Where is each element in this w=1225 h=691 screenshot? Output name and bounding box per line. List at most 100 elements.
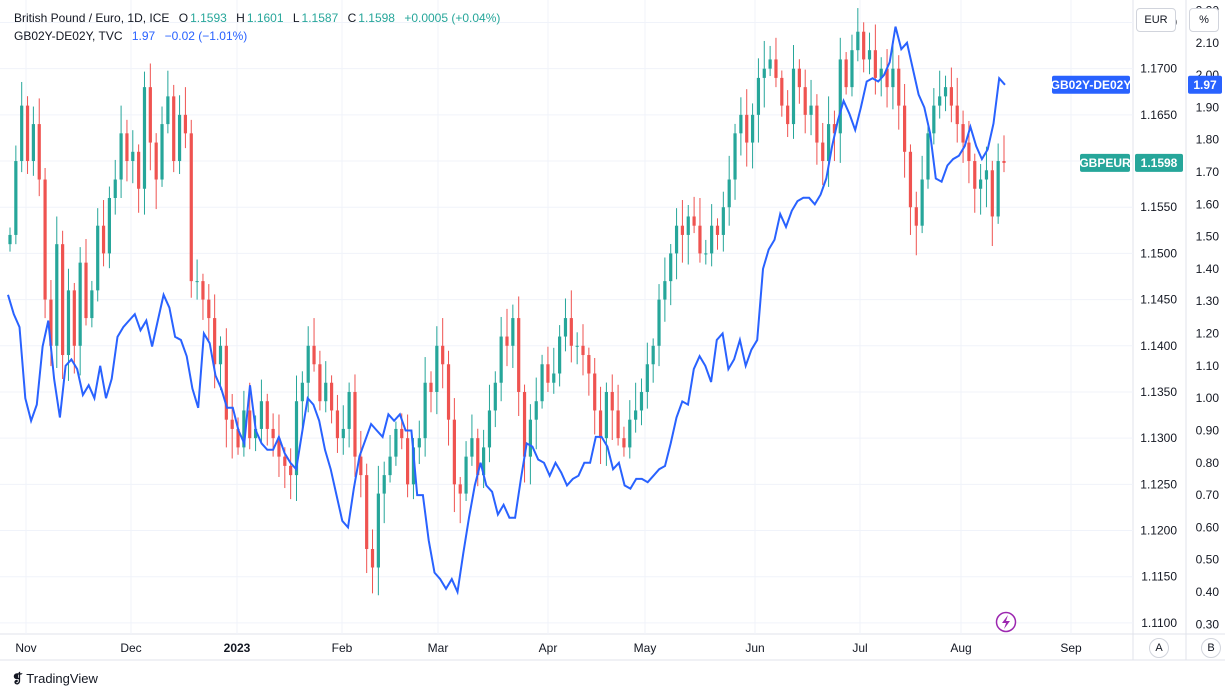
percent-tick-label: 0.50 [1196,553,1220,567]
candle-body [96,225,100,291]
candle-body [423,382,427,439]
candle-body [66,290,71,356]
candle-body [973,161,977,189]
percent-tick-label: 1.00 [1196,391,1220,405]
candle-body [932,105,936,134]
percent-tick-label: 1.60 [1196,197,1220,211]
price-tick-label: 1.1650 [1140,108,1177,122]
candle-body [750,114,755,143]
candle-body [622,438,626,448]
open-label: O [178,11,189,25]
x-axis: Nov Dec 2023 Feb Mar Apr May Jun Jul Aug Sep [15,641,1082,655]
candle-body [341,428,345,439]
candle-body [131,151,135,162]
price-tick-label: 1.1450 [1140,293,1177,307]
open-value: 1.1593 [190,11,227,25]
candle-body [838,59,842,134]
candle-body [908,151,913,208]
candle-body [464,456,468,494]
percent-scale-button[interactable]: % [1189,8,1219,32]
candle-body [628,419,632,448]
candle-body [1002,161,1006,163]
candle-body [207,299,211,319]
candle-body [248,410,252,439]
candle-body [815,105,819,143]
percent-tick-label: 1.20 [1196,327,1220,341]
candle-body [394,428,398,457]
candle-body [189,133,193,282]
candle-body [411,447,416,485]
candle-body [517,318,521,392]
candle-body [552,373,556,383]
candle-body [938,96,942,106]
candle-body [283,456,287,466]
percent-tick-label: 1.10 [1196,359,1220,373]
candle-body [604,391,608,439]
candle-body [376,493,380,568]
close-label: C [347,11,357,25]
percent-axis[interactable]: 0.30 0.40 0.50 0.60 0.70 0.80 0.90 1.00 1.10 1.20… [1196,3,1220,631]
x-tick-label: Dec [120,641,141,655]
candle-body [821,142,825,162]
compare-value: 1.97 [131,29,156,43]
candle-body [335,410,340,439]
candle-body [862,31,866,60]
candle-body [148,87,152,143]
candle-body [710,225,714,254]
candle-body [762,68,766,78]
currency-button[interactable]: EUR [1136,8,1176,32]
candle-body [990,170,994,217]
tradingview-brand: TradingView [26,671,98,686]
candle-body [370,549,375,568]
candle-body [388,456,392,476]
candle-body [663,281,667,300]
candle-body [119,133,123,180]
lightning-icon[interactable] [995,611,1017,633]
candle-body [300,382,304,402]
percent-tick-label: 2.10 [1196,36,1220,50]
candle-body [359,456,363,476]
candle-body [306,345,310,383]
log-scale-button[interactable]: B [1201,638,1221,658]
candle-body [961,124,965,143]
candle-body [78,262,82,346]
candle-body [575,345,579,347]
candle-body [49,299,53,346]
candle-body [224,345,228,420]
candle-body [160,124,164,180]
candle-body [499,336,503,383]
series-last-gb02y-flag [1188,75,1222,94]
gbpeur-candles [8,8,1006,596]
candle-body [756,77,761,115]
candle-body [318,364,322,402]
tradingview-logo[interactable]: ❡ TradingView [12,671,98,687]
candle-body [505,336,509,346]
candle-body [774,59,778,78]
percent-tick-label: 1.50 [1196,230,1220,244]
candle-body [183,114,188,134]
low-label: L [292,11,300,25]
candle-body [979,179,983,189]
series-name-gbpeur-flag-text: GBPEUR [1079,156,1131,170]
gb02y-de02y-line [7,26,1006,596]
candle-body [826,124,831,162]
percent-tick-label: 0.90 [1196,423,1220,437]
auto-scale-button[interactable]: A [1149,638,1169,658]
candle-body [891,68,895,88]
candle-body [277,438,281,457]
candle-body [610,391,614,411]
high-label: H [236,11,245,25]
candle-body [803,87,807,115]
candle-body [347,391,351,429]
percent-tick-label: 1.30 [1196,294,1220,308]
candle-body [25,105,30,162]
last-value-flags: GB02Y-DE02Y 1.97 GBPEUR 1.1598 [1051,75,1222,172]
candle-body [213,318,217,365]
percent-tick-label: 1.70 [1196,165,1220,179]
candle-body [166,96,170,125]
candle-body [867,50,872,60]
candle-body [142,87,147,189]
candle-body [14,161,18,235]
